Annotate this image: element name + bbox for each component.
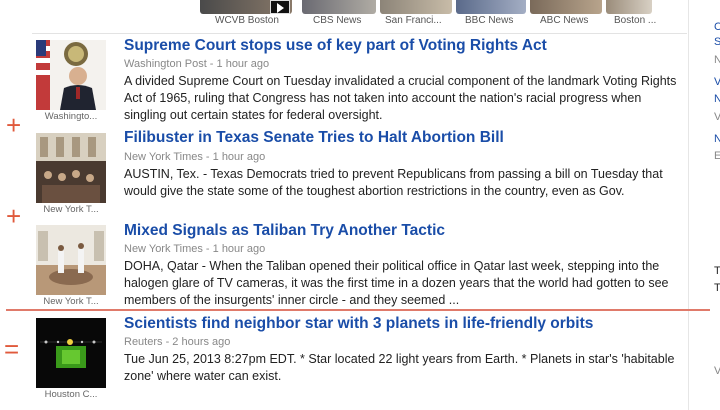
thumbnail-caption[interactable]: New York T... <box>43 204 99 215</box>
sidebar-meta: V <box>714 111 720 123</box>
section-rule <box>32 33 687 34</box>
story-source: New York Times - 1 hour ago <box>124 243 266 255</box>
photo-image <box>36 133 106 203</box>
sidebar-meta: N <box>714 54 720 66</box>
video-thumb-abc[interactable] <box>530 0 602 14</box>
section-divider <box>6 309 710 311</box>
story-headline[interactable]: Mixed Signals as Taliban Try Another Tac… <box>124 222 445 239</box>
story-thumbnail[interactable] <box>36 225 106 295</box>
story-headline[interactable]: Filibuster in Texas Senate Tries to Halt… <box>124 129 504 146</box>
expand-plus-icon[interactable]: + <box>6 201 22 231</box>
thumbnail-caption[interactable]: Houston C... <box>44 389 98 400</box>
story-headline[interactable]: Scientists find neighbor star with 3 pla… <box>124 315 594 332</box>
video-label[interactable]: Boston ... <box>614 15 657 26</box>
story-snippet: DOHA, Qatar - When the Taliban opened th… <box>124 259 669 307</box>
video-label[interactable]: ABC News <box>540 15 589 26</box>
sidebar-link[interactable]: N <box>714 93 720 105</box>
equals-marker-icon[interactable]: = <box>4 334 20 364</box>
play-icon[interactable] <box>270 0 290 14</box>
story-thumbnail[interactable] <box>36 133 106 203</box>
story-snippet: AUSTIN, Tex. - Texas Democrats tried to … <box>124 167 663 198</box>
thumbnail-caption[interactable]: New York T... <box>43 296 99 307</box>
story-headline[interactable]: Supreme Court stops use of key part of V… <box>124 37 547 54</box>
sidebar-link[interactable]: C <box>714 21 720 33</box>
sidebar-link[interactable]: S <box>714 36 720 48</box>
video-thumb-sf[interactable] <box>380 0 452 14</box>
video-label[interactable]: WCVB Boston <box>215 15 279 26</box>
sidebar-link[interactable]: N <box>714 133 720 145</box>
video-thumb-bbc[interactable] <box>456 0 526 14</box>
sidebar-text: T <box>714 282 720 294</box>
photo-image <box>36 225 106 295</box>
story-snippet: Tue Jun 25, 2013 8:27pm EDT. * Star loca… <box>124 352 675 383</box>
sidebar-text: T <box>714 265 720 277</box>
video-thumb-wcvb[interactable] <box>200 0 292 14</box>
thumbnail-caption[interactable]: Washingto... <box>44 111 98 122</box>
column-separator <box>688 0 689 410</box>
photo-image <box>36 318 106 388</box>
video-strip: WCVB Boston CBS News San Franci... BBC N… <box>0 0 720 30</box>
video-label[interactable]: CBS News <box>313 15 362 26</box>
sidebar-meta: E <box>714 150 720 162</box>
sidebar-meta: V <box>714 365 720 377</box>
expand-plus-icon[interactable]: + <box>6 110 22 140</box>
story-source: Reuters - 2 hours ago <box>124 336 231 348</box>
video-thumb-cbs[interactable] <box>302 0 376 14</box>
video-thumb-boston[interactable] <box>606 0 652 14</box>
story-source: Washington Post - 1 hour ago <box>124 58 270 70</box>
video-label[interactable]: BBC News <box>465 15 514 26</box>
story-thumbnail[interactable] <box>36 318 106 388</box>
story-source: New York Times - 1 hour ago <box>124 151 266 163</box>
sidebar-link[interactable]: V <box>714 76 720 88</box>
photo-image <box>36 40 106 110</box>
story-thumbnail[interactable] <box>36 40 106 110</box>
video-label[interactable]: San Franci... <box>385 15 442 26</box>
story-snippet: A divided Supreme Court on Tuesday inval… <box>124 74 677 122</box>
